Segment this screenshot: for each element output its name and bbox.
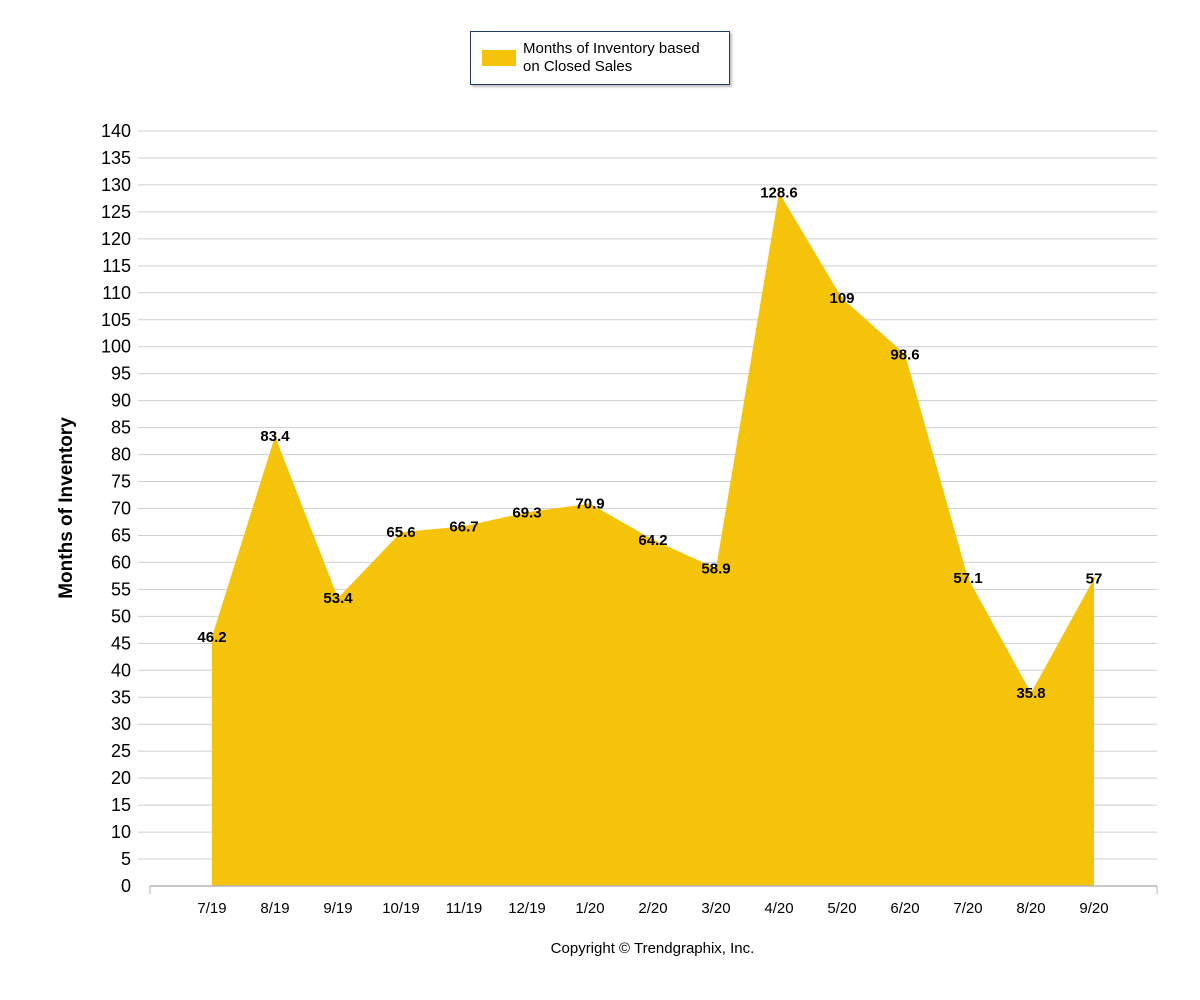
data-point xyxy=(525,510,529,514)
y-tick-label: 100 xyxy=(101,337,131,357)
y-tick-label: 50 xyxy=(111,606,131,626)
y-tick-label: 15 xyxy=(111,795,131,815)
y-tick-label: 20 xyxy=(111,768,131,788)
y-tick-label: 125 xyxy=(101,202,131,222)
data-point xyxy=(777,190,781,194)
data-label: 83.4 xyxy=(260,428,290,445)
area-fill xyxy=(212,192,1094,886)
x-tick-label: 3/20 xyxy=(701,900,730,917)
y-tick-label: 30 xyxy=(111,714,131,734)
data-label: 58.9 xyxy=(701,560,730,577)
y-tick-label: 40 xyxy=(111,660,131,680)
data-labels: 46.2 83.4 53.4 65.6 66.7 69.3 70.9 64.2 58.9 128.… xyxy=(197,184,1102,701)
area-series xyxy=(210,190,1096,886)
data-label: 69.3 xyxy=(512,504,541,521)
y-tick-label: 55 xyxy=(111,579,131,599)
y-axis-title: Months of Inventory xyxy=(56,417,77,599)
data-label: 98.6 xyxy=(890,346,919,363)
data-point xyxy=(966,576,970,580)
y-tick-label: 70 xyxy=(111,499,131,519)
axes xyxy=(149,885,1158,894)
data-point xyxy=(210,635,214,639)
x-tick-label: 5/20 xyxy=(827,900,856,917)
x-tick-label: 7/19 xyxy=(197,900,226,917)
x-tick-labels: 7/19 8/19 9/19 10/19 11/19 12/19 1/20 2/20 3/20 4… xyxy=(197,900,1108,917)
legend-swatch xyxy=(482,50,516,66)
data-point xyxy=(1092,577,1096,581)
y-tick-label: 85 xyxy=(111,418,131,438)
data-point xyxy=(399,530,403,534)
data-label: 70.9 xyxy=(575,496,604,513)
y-tick-label: 140 xyxy=(101,121,131,141)
x-tick-label: 7/20 xyxy=(953,900,982,917)
y-tick-label: 90 xyxy=(111,391,131,411)
data-point xyxy=(462,524,466,528)
legend-label-line1: Months of Inventory based xyxy=(523,40,700,57)
data-label: 57.1 xyxy=(953,570,982,587)
data-point xyxy=(903,352,907,356)
y-tick-label: 120 xyxy=(101,229,131,249)
data-point xyxy=(714,566,718,570)
x-tick-label: 9/20 xyxy=(1079,900,1108,917)
data-point xyxy=(273,434,277,438)
data-label: 64.2 xyxy=(638,532,667,549)
data-label: 46.2 xyxy=(197,629,226,646)
legend-label: Months of Inventory based on Closed Sale… xyxy=(523,40,723,76)
y-tick-label: 45 xyxy=(111,633,131,653)
y-tick-label: 0 xyxy=(121,876,131,896)
data-point xyxy=(651,538,655,542)
y-tick-label: 60 xyxy=(111,552,131,572)
data-point xyxy=(588,502,592,506)
data-label: 57 xyxy=(1086,571,1103,588)
data-point xyxy=(840,296,844,300)
y-tick-label: 110 xyxy=(102,283,131,303)
y-tick-label: 80 xyxy=(111,445,131,465)
y-tick-labels: 0 5 10 15 20 25 30 35 40 45 50 55 60 65 70 75 80 85 90 95 10… xyxy=(101,121,131,896)
data-label: 128.6 xyxy=(760,184,798,201)
legend-label-line2: on Closed Sales xyxy=(523,58,633,75)
y-tick-label: 65 xyxy=(111,525,131,545)
data-point xyxy=(1029,691,1033,695)
x-tick-label: 6/20 xyxy=(890,900,919,917)
y-tick-label: 115 xyxy=(102,256,131,276)
x-tick-label: 10/19 xyxy=(382,900,420,917)
x-tick-label: 8/20 xyxy=(1016,900,1045,917)
y-tick-label: 105 xyxy=(101,310,131,330)
y-tick-label: 35 xyxy=(111,687,131,707)
y-tick-label: 75 xyxy=(111,472,131,492)
y-tick-label: 135 xyxy=(101,148,131,168)
x-tick-label: 2/20 xyxy=(638,900,667,917)
copyright-footer: Copyright © Trendgraphix, Inc. xyxy=(550,940,755,957)
data-label: 65.6 xyxy=(386,524,415,541)
y-tick-label: 25 xyxy=(111,741,131,761)
y-tick-label: 95 xyxy=(111,364,131,384)
y-tick-label: 10 xyxy=(111,822,131,842)
data-label: 53.4 xyxy=(323,590,353,607)
y-tick-label: 5 xyxy=(121,849,131,869)
x-tick-label: 4/20 xyxy=(764,900,793,917)
x-tick-label: 9/19 xyxy=(323,900,352,917)
data-point xyxy=(336,596,340,600)
x-tick-label: 1/20 xyxy=(575,900,604,917)
data-label: 35.8 xyxy=(1016,685,1045,702)
legend: Months of Inventory based on Closed Sale… xyxy=(470,31,730,85)
y-tick-label: 130 xyxy=(101,175,131,195)
x-tick-label: 12/19 xyxy=(508,900,546,917)
x-tick-label: 8/19 xyxy=(260,900,289,917)
data-label: 109 xyxy=(829,290,854,307)
data-label: 66.7 xyxy=(449,518,478,535)
x-tick-label: 11/19 xyxy=(446,900,482,917)
